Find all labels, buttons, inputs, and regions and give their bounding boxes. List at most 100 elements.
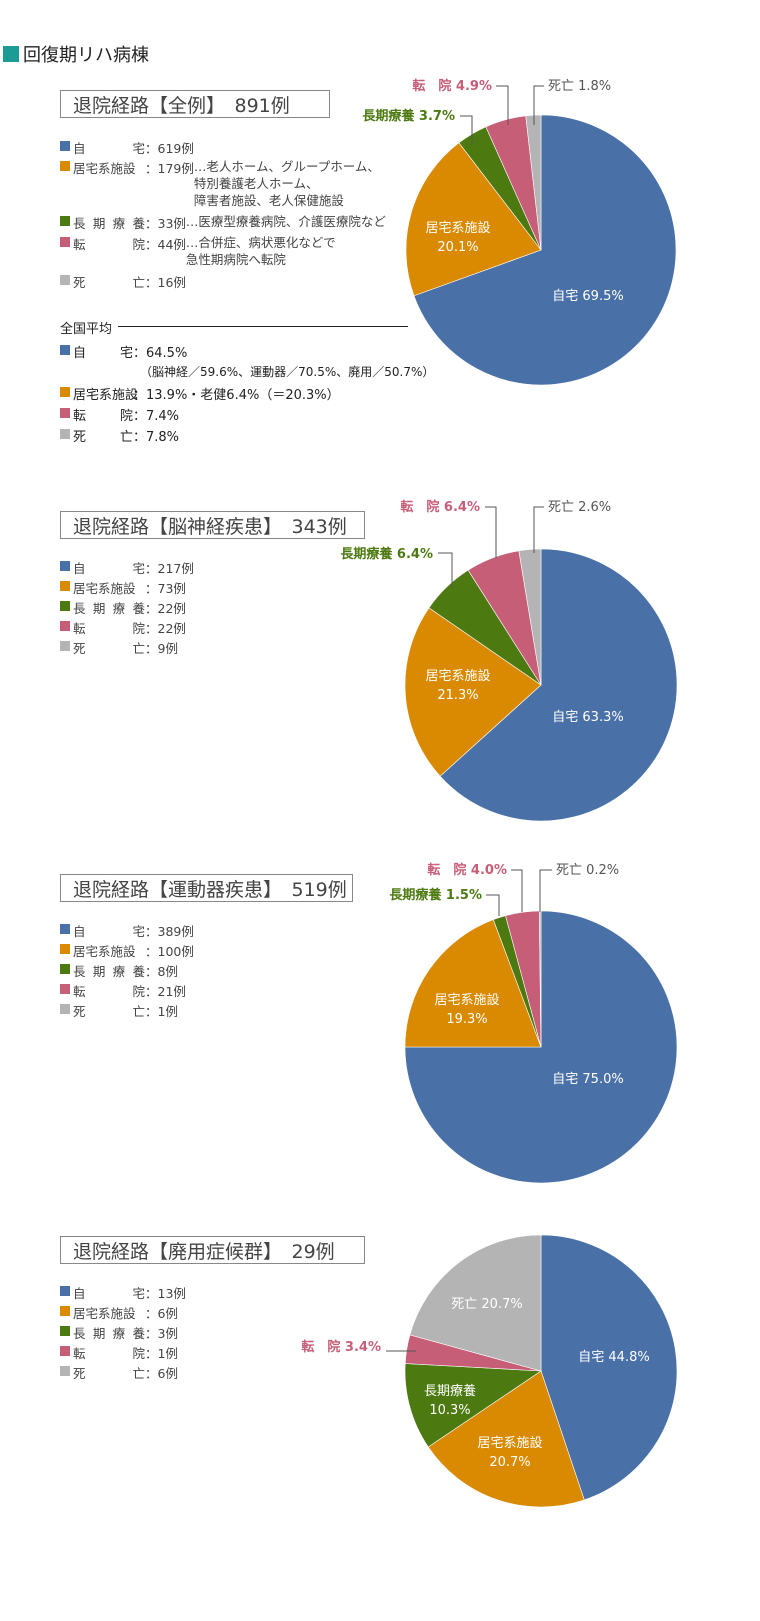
slice-label-facility: 居宅系施設 20.7%	[477, 1435, 542, 1470]
legend-swatch-long-term-care	[60, 1326, 70, 1336]
slice-label-transfer: 転 院 4.0%	[427, 862, 507, 878]
legend-swatch-transfer	[60, 1346, 70, 1356]
legend-item: 自宅 ：13例	[60, 1283, 186, 1303]
legend-item: 死亡 ：1例	[60, 1001, 194, 1021]
slice-label-transfer: 転 院 4.9%	[412, 78, 492, 94]
leader-line	[438, 552, 453, 588]
slice-label-facility: 居宅系施設 20.1%	[425, 220, 490, 255]
legend-count: ：33例	[145, 216, 186, 231]
slice-label-transfer: 転 院 3.4%	[301, 1339, 381, 1355]
slice-label-home: 自宅 44.8%	[578, 1350, 649, 1365]
legend-item: 死亡 ：16例	[60, 272, 386, 292]
slice-label-facility: 居宅系施設 21.3%	[425, 668, 490, 703]
legend-label: 死亡	[73, 641, 145, 656]
legend-swatch-home	[60, 1286, 70, 1296]
leader-line	[496, 85, 509, 125]
legend-count: ：22例	[145, 601, 186, 616]
legend: 自宅 ：217例 居宅系施設 ：73例 長期療養 ：22例 転院 ：22例 死亡 ：9例	[60, 558, 194, 658]
legend-label: 居宅系施設	[73, 944, 136, 959]
pie-slice-death	[518, 548, 542, 686]
leader-line	[460, 115, 473, 145]
leader-line	[486, 894, 500, 916]
legend: 自宅 ：13例 居宅系施設 ：6例 長期療養 ：3例 転院 ：1例 死亡 ：6例	[60, 1283, 186, 1383]
legend-swatch-death	[60, 429, 70, 439]
slice-label-long-term-care: 長期療養 6.4%	[340, 546, 433, 562]
national-average-label: 転院	[73, 409, 133, 424]
legend: 自宅 ：389例 居宅系施設 ：100例 長期療養 ：8例 転院 ：21例 死亡 ：1例	[60, 921, 194, 1021]
legend-count: ：3例	[145, 1326, 178, 1341]
legend-note: …老人ホーム、グループホーム、 特別養護老人ホーム、 障害者施設、老人保健施設	[193, 159, 380, 208]
pie-slice-home	[404, 910, 678, 1184]
slice-label-home: 自宅 69.5%	[552, 289, 623, 304]
slice-label-long-term-care: 長期療養 1.5%	[389, 887, 482, 903]
pie-slice-long-term-care	[404, 1363, 542, 1448]
leader-line	[533, 85, 544, 125]
national-average-row: 転院 ：7.4%	[60, 405, 434, 426]
legend-item: 自宅 ：619例	[60, 138, 386, 158]
slice-label-death: 死亡 0.2%	[556, 863, 619, 878]
national-average-value: ：64.5%	[133, 346, 188, 361]
pie-slice-death	[409, 1234, 542, 1372]
legend-count: ：1例	[145, 1004, 178, 1019]
legend-item: 居宅系施設 ：73例	[60, 578, 194, 598]
legend-count: ：44例	[145, 237, 186, 252]
legend-count: ：13例	[145, 1286, 186, 1301]
legend-swatch-home	[60, 924, 70, 934]
pie-slice-transfer	[505, 910, 542, 1048]
legend-label: 自宅	[73, 141, 145, 156]
legend-swatch-death	[60, 275, 70, 285]
legend-count: ：73例	[145, 581, 186, 596]
legend-swatch-transfer	[60, 621, 70, 631]
pie-slice-long-term-care	[458, 126, 542, 251]
header-square-icon	[3, 46, 19, 62]
legend-swatch-transfer	[60, 984, 70, 994]
legend-label: 死亡	[73, 275, 145, 290]
leader-line	[485, 506, 497, 558]
legend-swatch-long-term-care	[60, 964, 70, 974]
section-title: 退院経路【廃用症候群】 29例	[60, 1236, 365, 1264]
legend-label: 長期療養	[73, 1326, 145, 1341]
legend-swatch-death	[60, 641, 70, 651]
legend-label: 居宅系施設	[73, 1306, 136, 1321]
leader-line	[539, 869, 552, 912]
national-average-label: 自宅	[73, 346, 133, 361]
legend-label: 転院	[73, 1346, 145, 1361]
legend-item: 長期療養 ：8例	[60, 961, 194, 981]
legend: 自宅 ：619例 居宅系施設 ：179例 …老人ホーム、グループホーム、 特別養護老人ホ…	[60, 138, 386, 292]
legend-item: 転院 ：44例 …合併症、病状悪化などで 急性期病院へ転院	[60, 234, 386, 272]
slice-label-facility: 居宅系施設 19.3%	[434, 992, 499, 1027]
legend-swatch-death	[60, 1366, 70, 1376]
divider	[118, 326, 408, 327]
slice-label-home: 自宅 63.3%	[552, 710, 623, 725]
pie-slice-home	[439, 548, 678, 822]
pie-slice-long-term-care	[428, 569, 542, 686]
national-average-label: 居宅系施設	[73, 388, 139, 403]
slice-label-long-term-care: 長期療養 10.3%	[424, 1383, 476, 1418]
national-average-value: ：7.8%	[133, 430, 180, 445]
legend-label: 転院	[73, 237, 145, 252]
national-average-sub: （脳神経／59.6%、運動器／70.5%、廃用／50.7%）	[140, 365, 435, 379]
pie-slice-death	[525, 114, 542, 251]
legend-item: 長期療養 ：22例	[60, 598, 194, 618]
legend-swatch-facility	[60, 944, 70, 954]
legend-label: 自宅	[73, 561, 145, 576]
legend-count: ：6例	[145, 1366, 178, 1381]
legend-label: 死亡	[73, 1366, 145, 1381]
legend-count: ：8例	[145, 964, 178, 979]
legend-count: ：100例	[145, 944, 194, 959]
legend-item: 長期療養 ：3例	[60, 1323, 186, 1343]
legend-swatch-long-term-care	[60, 216, 70, 226]
legend-item: 死亡 ：6例	[60, 1363, 186, 1383]
legend-count: ：22例	[145, 621, 186, 636]
legend-swatch-transfer	[60, 408, 70, 418]
page-header: 回復期リハ病棟	[3, 42, 149, 66]
slice-label-long-term-care: 長期療養 3.7%	[362, 108, 455, 124]
national-average-label: 死亡	[73, 430, 133, 445]
slice-label-death: 死亡 2.6%	[548, 500, 611, 515]
legend-swatch-transfer	[60, 237, 70, 247]
pie-slice-transfer	[404, 1334, 542, 1372]
legend-count: ：389例	[145, 924, 194, 939]
legend-swatch-facility	[60, 387, 70, 397]
legend-count: ：1例	[145, 1346, 178, 1361]
slice-label-death: 死亡 20.7%	[451, 1297, 522, 1312]
